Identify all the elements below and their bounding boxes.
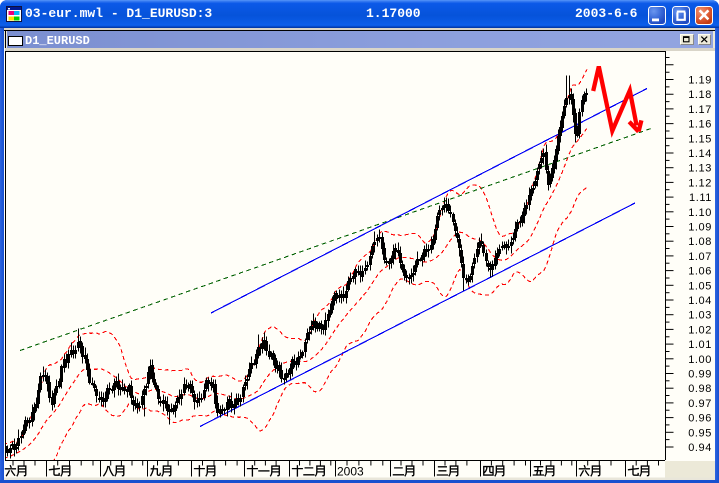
svg-text:1.18: 1.18 [688, 89, 712, 101]
svg-text:1.13: 1.13 [688, 163, 712, 175]
svg-text:1.12: 1.12 [688, 177, 712, 189]
svg-text:1.15: 1.15 [688, 133, 712, 145]
svg-text:1.11: 1.11 [689, 192, 712, 204]
svg-text:1.05: 1.05 [688, 280, 712, 292]
svg-text:1.01: 1.01 [688, 339, 712, 351]
svg-text:0.97: 0.97 [688, 398, 712, 410]
svg-text:1.19: 1.19 [688, 75, 712, 87]
svg-text:1.06: 1.06 [688, 266, 712, 278]
svg-text:0.95: 0.95 [688, 427, 712, 439]
svg-text:0.98: 0.98 [688, 383, 712, 395]
svg-text:1.03: 1.03 [688, 310, 712, 322]
svg-text:1.09: 1.09 [688, 222, 712, 234]
svg-text:1.10: 1.10 [688, 207, 712, 219]
svg-text:1.16: 1.16 [688, 119, 712, 131]
svg-text:1.17: 1.17 [688, 104, 712, 116]
svg-text:1.02: 1.02 [688, 324, 712, 336]
svg-text:0.94: 0.94 [688, 442, 712, 454]
svg-text:2003: 2003 [337, 465, 364, 479]
svg-text:1.14: 1.14 [688, 148, 712, 160]
svg-text:1.08: 1.08 [688, 236, 712, 248]
svg-text:0.99: 0.99 [688, 369, 712, 381]
svg-text:0.96: 0.96 [688, 413, 712, 425]
svg-text:1.04: 1.04 [688, 295, 712, 307]
svg-text:1.00: 1.00 [688, 354, 712, 366]
svg-text:1.07: 1.07 [688, 251, 712, 263]
